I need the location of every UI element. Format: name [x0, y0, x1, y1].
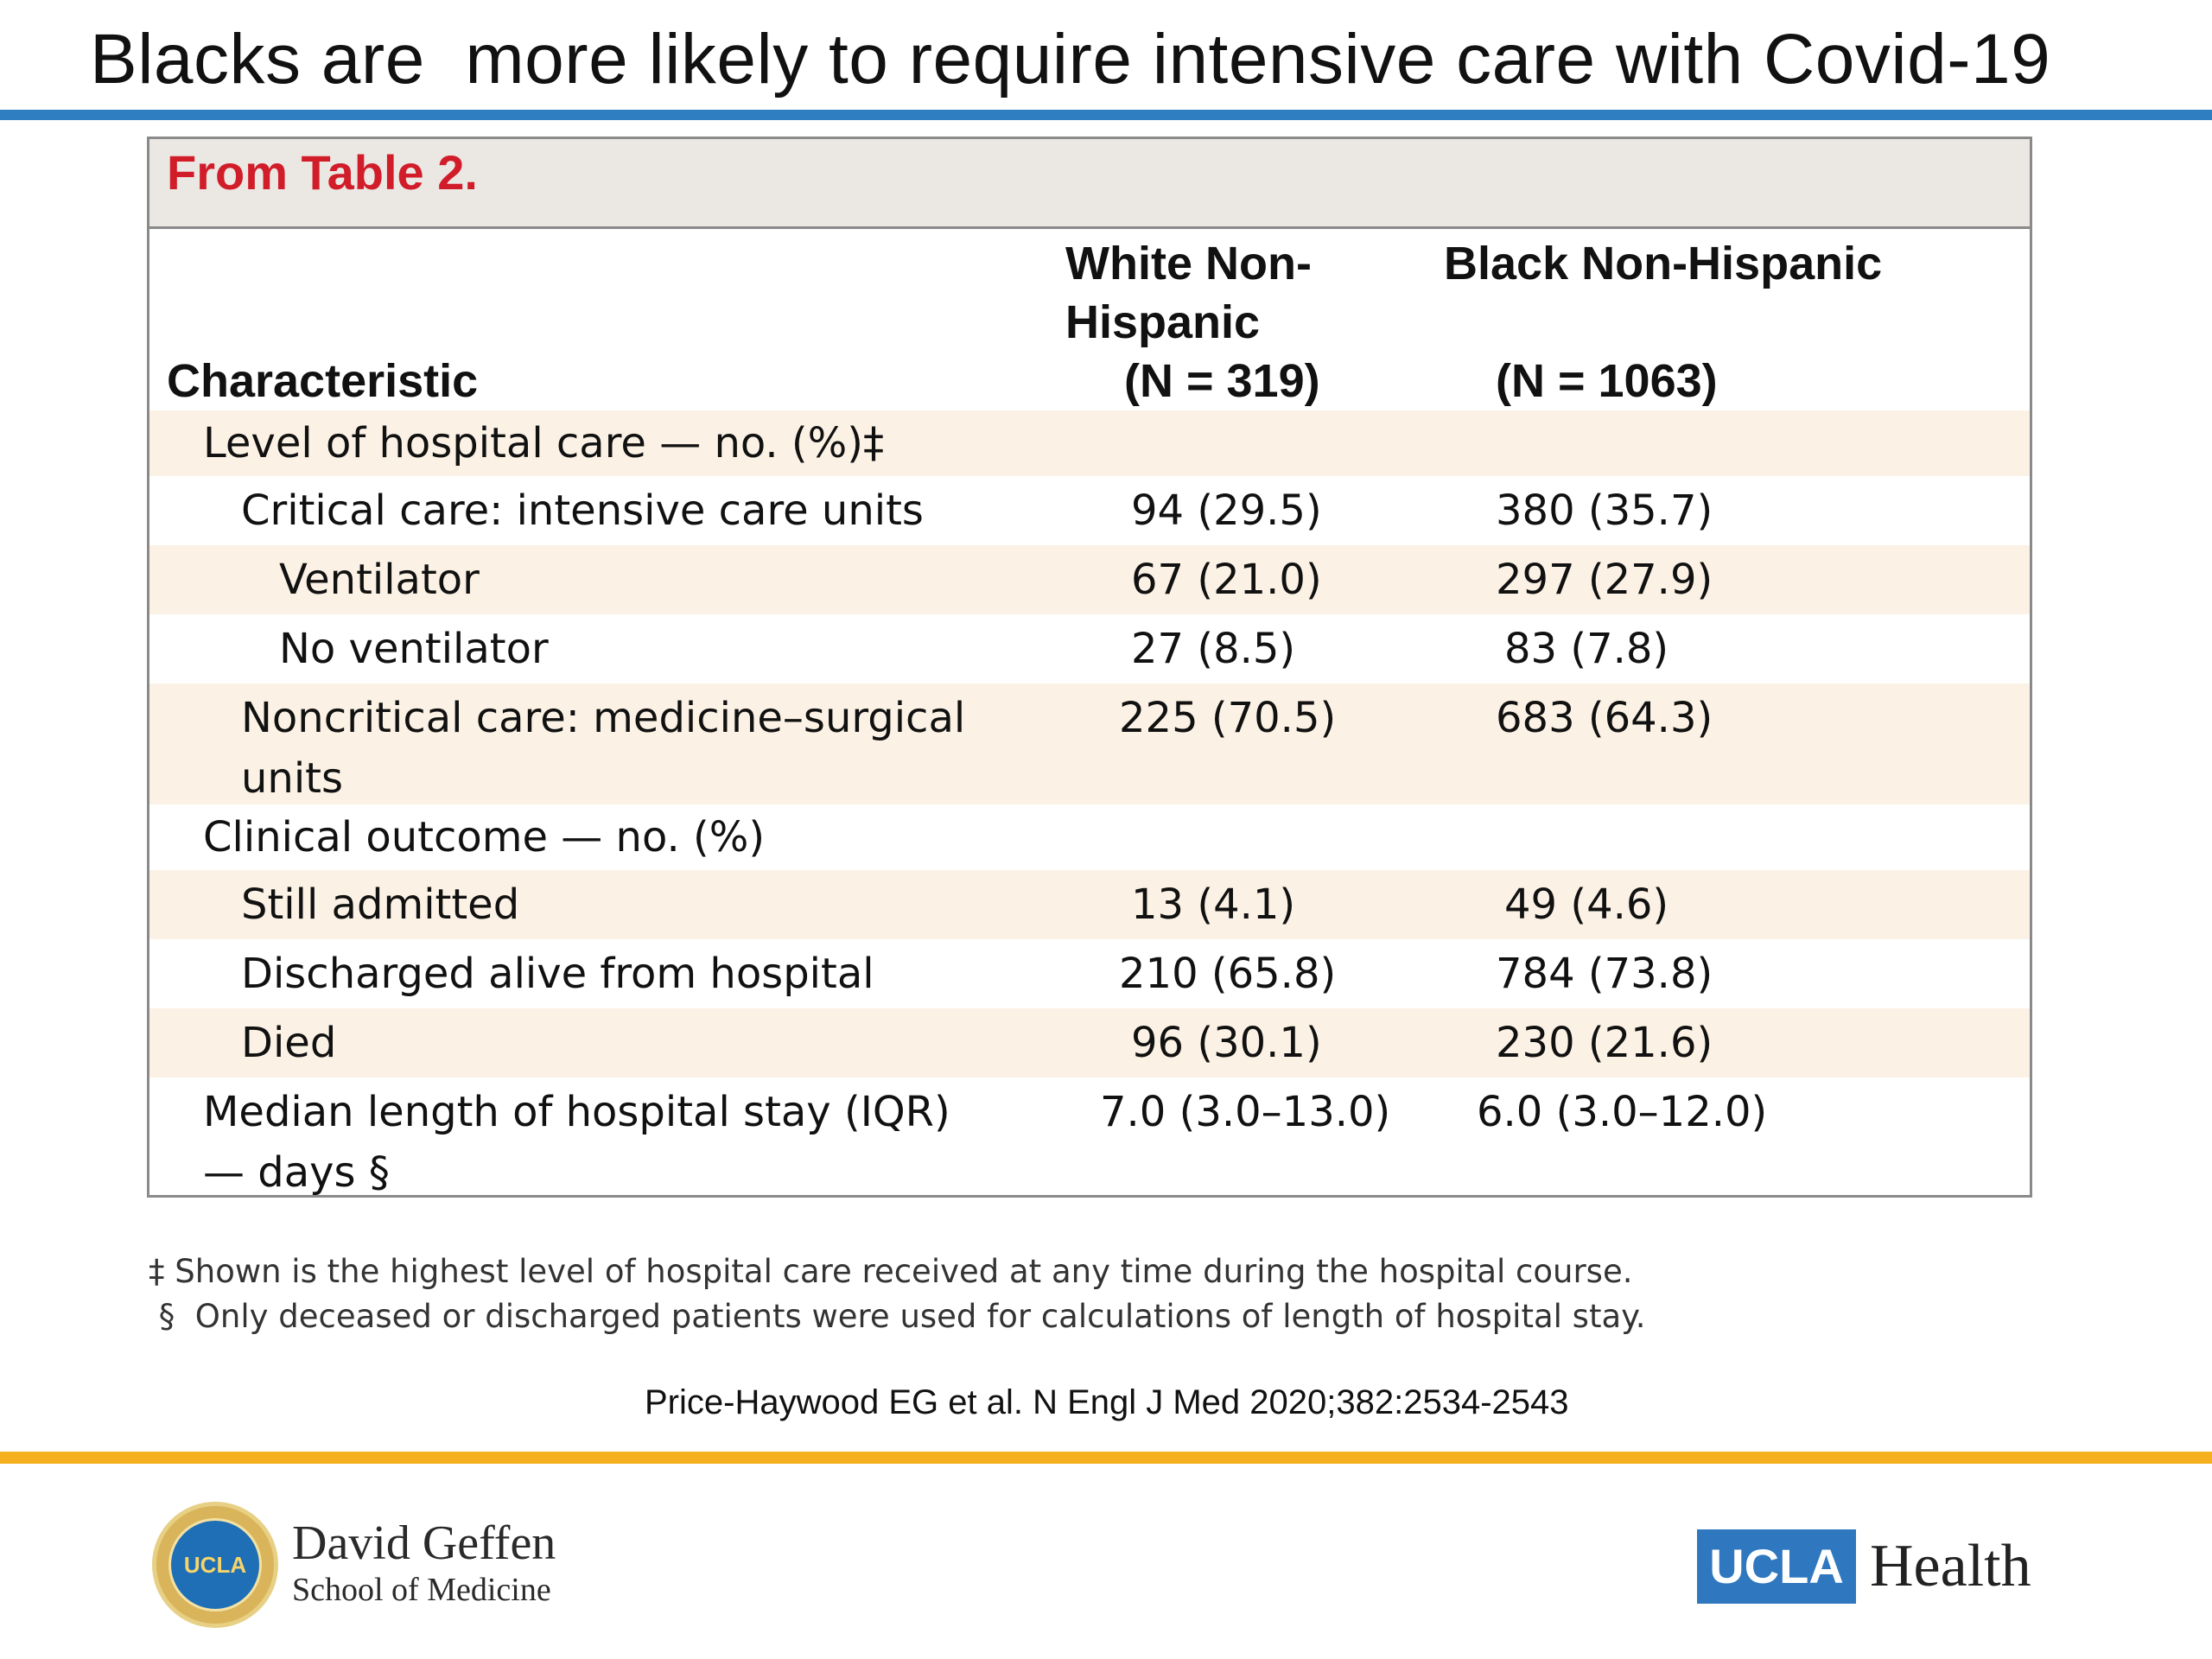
row-label: No ventilator	[279, 625, 549, 673]
table-row: Critical care: intensive care units 94 (…	[149, 476, 2030, 545]
black-value: 230 (21.6)	[1496, 1019, 1713, 1067]
black-value: 683 (64.3)	[1496, 694, 1713, 742]
header-white-n: (N = 319)	[1124, 355, 1320, 407]
table-row: Median length of hospital stay (IQR) — d…	[149, 1077, 2030, 1197]
black-value: 784 (73.8)	[1496, 950, 1713, 998]
table-caption: From Table 2.	[149, 139, 2030, 229]
slide-title: Blacks are more likely to require intens…	[90, 20, 2051, 99]
white-value: 94 (29.5)	[1131, 486, 1322, 535]
row-label: Clinical outcome — no. (%)	[203, 813, 766, 861]
black-value: 380 (35.7)	[1496, 486, 1713, 535]
white-value: 96 (30.1)	[1131, 1019, 1322, 1067]
header-characteristic: Characteristic	[167, 355, 479, 407]
white-value: 27 (8.5)	[1131, 625, 1296, 673]
title-rule	[0, 110, 2212, 120]
header-black-n: (N = 1063)	[1496, 355, 1718, 407]
seal-text: UCLA	[183, 1552, 247, 1578]
header-white-line1: White Non-	[1065, 238, 1312, 289]
ucla-logo-box: UCLA	[1697, 1529, 1856, 1604]
black-value: 6.0 (3.0–12.0)	[1477, 1088, 1768, 1136]
table-row: Clinical outcome — no. (%)	[149, 804, 2030, 870]
footer-rule	[0, 1452, 2212, 1464]
row-label: Died	[241, 1019, 337, 1067]
ucla-seal-icon: UCLA	[152, 1502, 278, 1628]
white-value: 67 (21.0)	[1131, 556, 1322, 604]
dgsom-name: David Geffen	[292, 1516, 556, 1570]
table-row: Level of hospital care — no. (%)‡	[149, 410, 2030, 476]
white-value: 13 (4.1)	[1131, 880, 1296, 929]
table-row: Died 96 (30.1) 230 (21.6)	[149, 1008, 2030, 1077]
white-value: 7.0 (3.0–13.0)	[1100, 1088, 1391, 1136]
dgsom-subtitle: School of Medicine	[292, 1572, 551, 1608]
table-row: Ventilator 67 (21.0) 297 (27.9)	[149, 545, 2030, 614]
header-white-line2: Hispanic	[1065, 296, 1261, 348]
footnote-double-dagger: ‡ Shown is the highest level of hospital…	[149, 1253, 1633, 1290]
black-value: 49 (4.6)	[1504, 880, 1669, 929]
table-row: Still admitted 13 (4.1) 49 (4.6)	[149, 870, 2030, 939]
row-label: Level of hospital care — no. (%)‡	[203, 419, 884, 467]
ucla-health-wordmark: Health	[1870, 1533, 2031, 1599]
table-row: Discharged alive from hospital 210 (65.8…	[149, 939, 2030, 1008]
row-label: Critical care: intensive care units	[241, 486, 924, 535]
table-row: Noncritical care: medicine–surgical unit…	[149, 683, 2030, 804]
data-table: From Table 2. White Non- Hispanic Black …	[147, 137, 2032, 1198]
table-caption-text: From Table 2.	[167, 145, 478, 200]
table-row: No ventilator 27 (8.5) 83 (7.8)	[149, 614, 2030, 683]
footnote-section: § Only deceased or discharged patients w…	[149, 1298, 1646, 1335]
row-label: Still admitted	[241, 880, 520, 929]
white-value: 225 (70.5)	[1119, 694, 1337, 742]
seal-inner: UCLA	[168, 1518, 262, 1611]
row-label: Ventilator	[279, 556, 480, 604]
citation: Price-Haywood EG et al. N Engl J Med 202…	[645, 1383, 1569, 1421]
black-value: 297 (27.9)	[1496, 556, 1713, 604]
black-value: 83 (7.8)	[1504, 625, 1669, 673]
row-label: Discharged alive from hospital	[241, 950, 874, 998]
row-label: Median length of hospital stay (IQR) — d…	[203, 1088, 950, 1197]
header-black-line1: Black Non-Hispanic	[1444, 238, 1883, 289]
white-value: 210 (65.8)	[1119, 950, 1337, 998]
row-label: Noncritical care: medicine–surgical unit…	[241, 694, 966, 803]
